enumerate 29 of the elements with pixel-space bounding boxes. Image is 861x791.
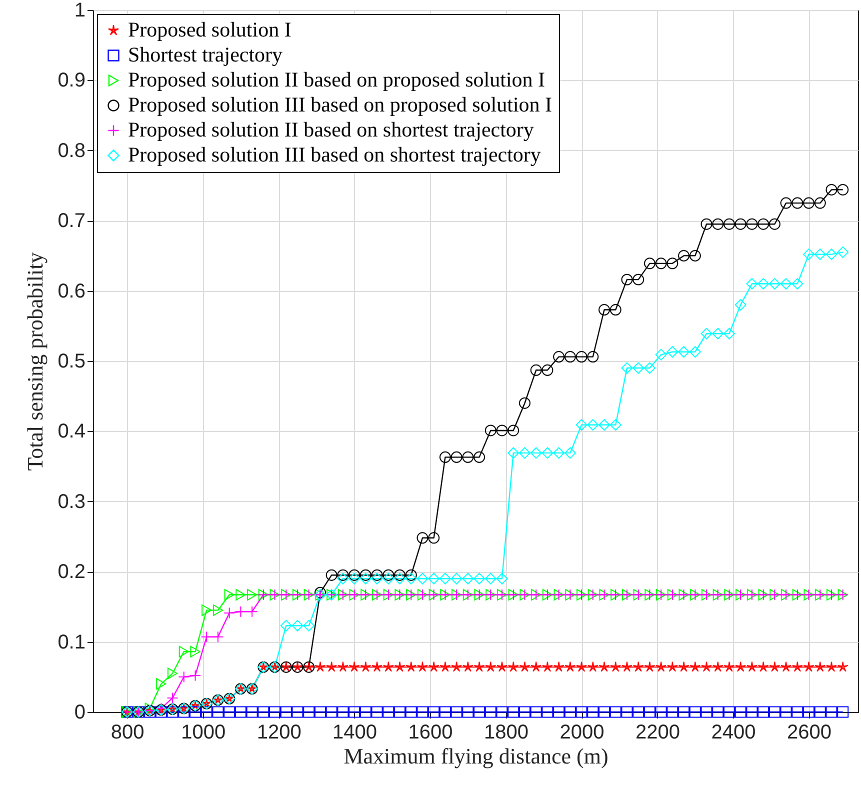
x-tick-label: 2400 [711,722,756,744]
y-tick-label: 0.5 [58,350,86,372]
y-tick-label: 0 [74,702,86,724]
x-tick-label: 2000 [560,722,604,744]
y-tick-label: 0.8 [58,140,86,162]
y-tick-label: 0.1 [58,631,86,654]
x-tick-label: 2200 [636,722,680,744]
legend-label: Proposed solution III based on proposed solution I [128,92,552,116]
y-tick-label: 0.6 [58,280,86,302]
x-tick-label: 1600 [408,722,453,744]
legend-label: Proposed solution II based on proposed solution I [128,68,546,92]
y-tick-label: 0.3 [58,490,86,513]
y-axis-title: Total sensing probability [22,252,48,471]
legend-label: Proposed solution III based on shortest trajectory [128,142,542,166]
y-tick-label: 0.2 [58,561,86,584]
y-tick-label: 1 [74,0,86,22]
x-tick-label: 800 [110,722,144,744]
legend-label: Proposed solution I [128,18,292,42]
y-tick-label: 0.9 [58,70,86,92]
x-tick-label: 1000 [181,722,226,744]
x-tick-label: 1800 [484,722,529,744]
x-axis-title: Maximum flying distance (m) [344,744,608,768]
legend-label: Shortest trajectory [128,42,284,66]
x-tick-label: 1200 [256,722,302,744]
y-tick-label: 0.7 [58,210,86,232]
y-tick-label: 0.4 [58,420,86,443]
x-tick-label: 1400 [332,722,378,744]
legend-label: Proposed solution II based on shortest trajectory [128,118,534,142]
x-tick-label: 2600 [787,722,832,744]
